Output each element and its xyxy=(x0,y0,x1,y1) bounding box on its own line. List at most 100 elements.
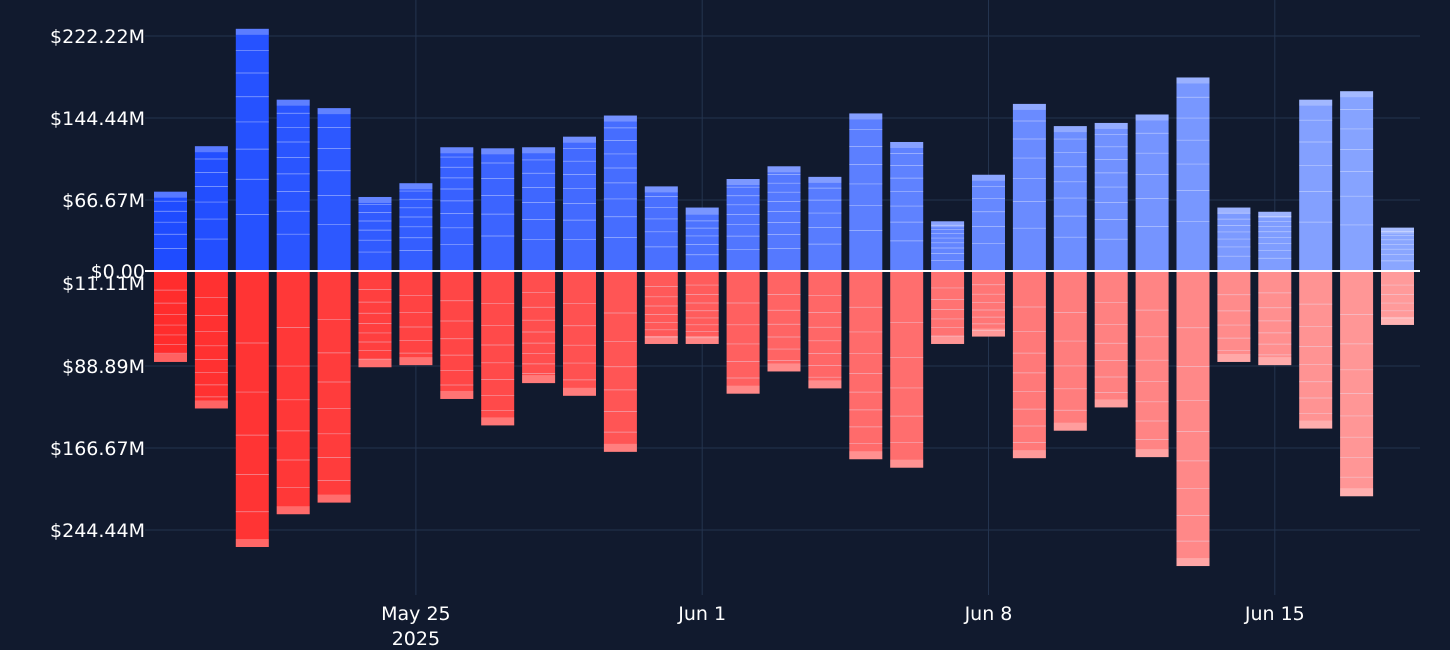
negative-bar-cap xyxy=(358,359,392,368)
negative-bar-cap xyxy=(235,539,269,548)
negative-bar-cap xyxy=(1299,420,1333,429)
positive-bar xyxy=(276,99,310,271)
y-tick-label: $244.44M xyxy=(50,520,145,542)
positive-bar-cap xyxy=(644,186,678,193)
negative-bar xyxy=(1299,271,1333,429)
negative-bar xyxy=(481,271,515,426)
positive-bar xyxy=(972,174,1005,271)
positive-bar-cap xyxy=(685,207,719,214)
positive-bar-cap xyxy=(890,141,924,148)
negative-bar-cap xyxy=(563,387,596,396)
y-tick-label: $144.44M xyxy=(50,108,145,130)
negative-bar xyxy=(931,271,965,344)
positive-bar xyxy=(767,166,801,271)
y-tick-label: $66.67M xyxy=(62,190,145,212)
positive-bar xyxy=(522,147,556,271)
positive-bar-cap xyxy=(1381,227,1414,234)
positive-bar xyxy=(1299,99,1333,271)
x-tick-sublabel: 2025 xyxy=(392,628,440,650)
x-tick-label: May 25 xyxy=(381,603,451,625)
negative-bar xyxy=(563,271,596,396)
negative-bar-cap xyxy=(1381,316,1414,325)
negative-bar-cap xyxy=(399,357,433,366)
positive-bar xyxy=(685,207,719,271)
negative-bar xyxy=(808,271,842,389)
negative-bar xyxy=(1381,271,1414,325)
negative-bar xyxy=(1135,271,1169,458)
negative-bar-cap xyxy=(1135,449,1169,458)
positive-bar-cap xyxy=(235,28,269,35)
positive-bar-cap xyxy=(808,176,842,183)
positive-bar-cap xyxy=(767,166,801,173)
negative-bar xyxy=(194,271,228,409)
positive-bar xyxy=(154,191,187,271)
negative-bar-cap xyxy=(481,417,515,426)
negative-bar-cap xyxy=(154,353,187,362)
negative-bar xyxy=(685,271,719,344)
positive-bar xyxy=(194,146,228,271)
positive-bar xyxy=(563,136,596,271)
positive-bar xyxy=(358,196,392,271)
positive-bar-cap xyxy=(1299,99,1333,106)
positive-bar xyxy=(440,147,474,271)
positive-bar xyxy=(644,186,678,271)
positive-bar xyxy=(235,28,269,271)
negative-bar-cap xyxy=(767,363,801,372)
positive-bar-cap xyxy=(972,174,1005,181)
positive-bar-cap xyxy=(1176,77,1210,84)
negative-bar xyxy=(849,271,883,460)
negative-bar xyxy=(1053,271,1087,431)
positive-bar-cap xyxy=(481,148,515,155)
negative-bar-cap xyxy=(317,494,351,503)
positive-bar-cap xyxy=(603,115,637,122)
positive-bar xyxy=(1176,77,1210,272)
negative-bar-cap xyxy=(685,335,719,344)
y-tick-label: $166.67M xyxy=(50,438,145,460)
positive-bar xyxy=(931,221,965,271)
positive-bar-cap xyxy=(849,113,883,120)
negative-bar-cap xyxy=(972,328,1005,337)
positive-bar-cap xyxy=(1053,126,1087,133)
negative-bar-cap xyxy=(1340,488,1374,497)
positive-bar-cap xyxy=(563,136,596,143)
positive-bar xyxy=(1340,91,1374,271)
negative-bar-cap xyxy=(1053,422,1087,431)
negative-bar xyxy=(154,271,187,362)
negative-bar-cap xyxy=(808,380,842,389)
negative-bar xyxy=(1258,271,1292,366)
positive-bar-cap xyxy=(1094,122,1128,129)
x-tick-label: Jun 15 xyxy=(1244,603,1305,625)
negative-bar-cap xyxy=(276,506,310,515)
positive-bar xyxy=(317,108,351,271)
negative-bar xyxy=(1094,271,1128,408)
positive-bar xyxy=(603,115,637,271)
negative-bar xyxy=(603,271,637,452)
negative-bar xyxy=(644,271,678,344)
negative-bar xyxy=(235,271,269,548)
negative-bar-cap xyxy=(603,443,637,452)
negative-bar-cap xyxy=(644,335,678,344)
negative-bar xyxy=(399,271,433,366)
positive-bar-cap xyxy=(931,221,965,228)
positive-bar-cap xyxy=(358,196,392,203)
negative-bar xyxy=(1217,271,1251,362)
positive-bar xyxy=(1053,126,1087,271)
positive-bar-cap xyxy=(194,146,228,153)
positive-bar xyxy=(808,176,842,271)
positive-bar-cap xyxy=(440,147,474,154)
positive-bar-cap xyxy=(399,183,433,190)
positive-bar-cap xyxy=(1340,91,1374,98)
y-tick-label: $222.22M xyxy=(50,26,145,48)
negative-bar-cap xyxy=(194,400,228,409)
negative-bar-cap xyxy=(1176,558,1210,567)
negative-bar xyxy=(1012,271,1046,459)
positive-bar-cap xyxy=(726,178,760,185)
negative-bar xyxy=(440,271,474,399)
positive-bar-cap xyxy=(154,191,187,198)
negative-bar-cap xyxy=(440,390,474,399)
positive-bar xyxy=(1135,114,1169,271)
positive-bar-cap xyxy=(317,108,351,115)
negative-bar xyxy=(1340,271,1374,497)
